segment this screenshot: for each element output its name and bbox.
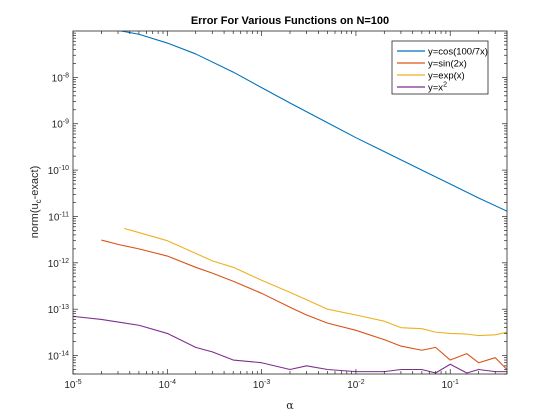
legend-box [391,40,489,95]
y-tick-label: 10-8 [52,72,69,84]
x-tick-label: 10-1 [442,379,459,391]
legend-label-3: y=exp(x) [428,71,465,82]
y-tick-label: 10-10 [48,165,69,177]
y-tick-label: 10-12 [48,258,69,270]
series-line-4 [73,315,507,374]
legend-label-4: y=x2 [428,82,447,94]
y-tick-label: 10-13 [48,304,69,316]
legend-label-1: y=cos(100/7x) [428,47,488,58]
y-axis-label: norm(uc-exact) [29,166,43,238]
chart-title: Error For Various Functions on N=100 [191,15,389,27]
y-tick-label: 10-14 [48,351,69,363]
y-tick-label: 10-9 [52,119,69,131]
legend: y=cos(100/7x)y=sin(2x)y=exp(x)y=x2 [391,40,489,95]
series-line-2 [101,239,507,370]
x-tick-label: 10-3 [253,379,270,391]
x-tick-label: 10-2 [347,379,364,391]
x-axis-label: α [286,399,294,412]
x-axis-ticks: 10-5 10-4 10-3 10-2 10-1 [64,31,508,391]
series-line-1 [118,31,507,212]
legend-label-2: y=sin(2x) [428,59,467,70]
y-axis-ticks: 10-14 10-13 10-12 10-11 10-10 10-9 10-8 [48,32,507,375]
series-line-3 [124,227,507,337]
x-tick-label: 10-5 [64,379,81,391]
x-tick-label: 10-4 [159,379,176,391]
series-layer [73,31,507,374]
y-tick-label: 10-11 [48,211,69,223]
